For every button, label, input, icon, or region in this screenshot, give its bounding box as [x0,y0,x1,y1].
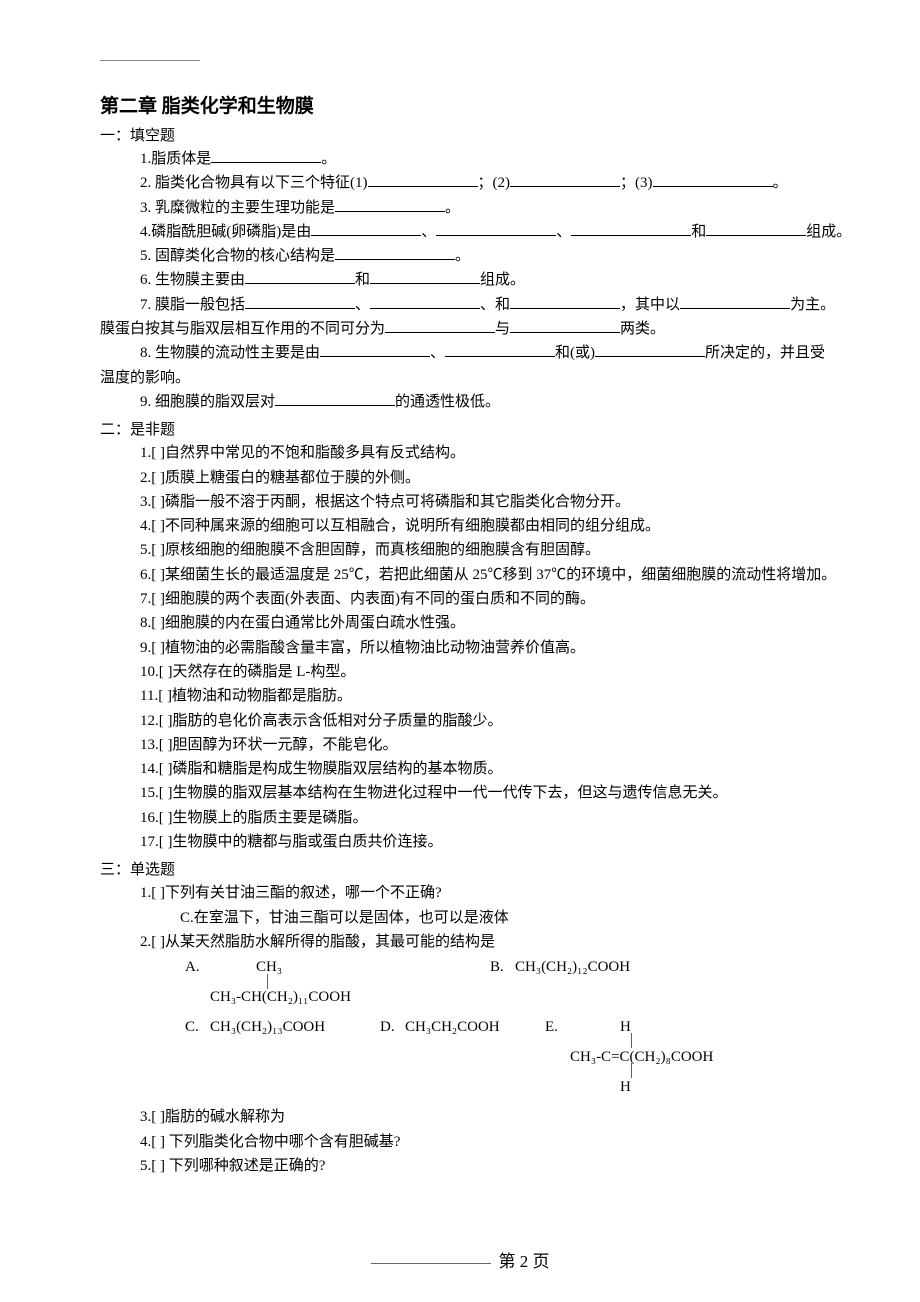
s2-q1: 1.[ ]自然界中常见的不饱和脂酸多具有反式结构。 [140,441,865,465]
s3-q5: 5.[ ] 下列哪种叙述是正确的? [140,1154,865,1178]
section3-label: 三：单选题 [100,858,865,879]
s2-q14: 14.[ ]磷脂和糖脂是构成生物膜脂双层结构的基本物质。 [140,757,865,781]
section1-label: 一：填空题 [100,124,865,145]
q7b: 膜蛋白按其与脂双层相互作用的不同可分为与两类。 [100,317,865,341]
s2-q3: 3.[ ]磷脂一般不溶于丙酮，根据这个特点可将磷脂和其它脂类化合物分开。 [140,490,865,514]
page-footer: 第 2 页 [0,1247,920,1272]
q2: 2. 脂类化合物具有以下三个特征(1)；(2)；(3)。 [140,171,865,195]
s3-q1c: C.在室温下，甘油三酯可以是固体，也可以是液体 [180,906,865,930]
q8-line2: 温度的影响。 [100,366,865,390]
q3: 3. 乳糜微粒的主要生理功能是。 [140,196,865,220]
s2-q4: 4.[ ]不同种属来源的细胞可以互相融合，说明所有细胞膜都由相同的组分组成。 [140,514,865,538]
s2-q8: 8.[ ]细胞膜的内在蛋白通常比外周蛋白疏水性强。 [140,611,865,635]
q8: 8. 生物膜的流动性主要是由、和(或)所决定的，并且受 [140,341,865,365]
s2-q17: 17.[ ]生物膜中的糖都与脂或蛋白质共价连接。 [140,830,865,854]
s2-q9: 9.[ ]植物油的必需脂酸含量丰富，所以植物油比动物油营养价值高。 [140,636,865,660]
s3-q4: 4.[ ] 下列脂类化合物中哪个含有胆碱基? [140,1130,865,1154]
s2-q7: 7.[ ]细胞膜的两个表面(外表面、内表面)有不同的蛋白质和不同的酶。 [140,587,865,611]
q1: 1.脂质体是。 [140,147,865,171]
s3-q3: 3.[ ]脂肪的碱水解称为 [140,1105,865,1129]
s2-q15: 15.[ ]生物膜的脂双层基本结构在生物进化过程中一代一代传下去，但这与遗传信息… [140,781,865,805]
section2-label: 二：是非题 [100,418,865,439]
q6: 6. 生物膜主要由和组成。 [140,268,865,292]
s2-q6: 6.[ ]某细菌生长的最适温度是 25℃，若把此细菌从 25℃移到 37℃的环境… [140,563,865,587]
q7: 7. 膜脂一般包括、、和，其中以为主。 [140,293,865,317]
formula-row-1: A. CH₃ ｜ CH₃-CH(CH₂)₁₁COOH B. CH₃(CH₂)₁₂… [185,958,865,1008]
q5: 5. 固醇类化合物的核心结构是。 [140,244,865,268]
s3-q1: 1.[ ]下列有关甘油三酯的叙述，哪一个不正确? [140,881,865,905]
s3-q2: 2.[ ]从某天然脂肪水解所得的脂酸，其最可能的结构是 [140,930,865,954]
q9: 9. 细胞膜的脂双层对的通透性极低。 [140,390,865,414]
chapter-title: 第二章 脂类化学和生物膜 [100,91,865,118]
header-rule [100,60,200,61]
formula-row-2: C. CH₃(CH₂)₁₃COOH D. CH₃CH₂COOH E. H ｜ C… [185,1018,865,1098]
s2-q16: 16.[ ]生物膜上的脂质主要是磷脂。 [140,806,865,830]
page-number: 第 2 页 [499,1252,550,1271]
s2-q12: 12.[ ]脂肪的皂化价高表示含低相对分子质量的脂酸少。 [140,709,865,733]
s2-q13: 13.[ ]胆固醇为环状一元醇，不能皂化。 [140,733,865,757]
s2-q2: 2.[ ]质膜上糖蛋白的糖基都位于膜的外侧。 [140,466,865,490]
s2-q5: 5.[ ]原核细胞的细胞膜不含胆固醇，而真核细胞的细胞膜含有胆固醇。 [140,538,865,562]
s2-q10: 10.[ ]天然存在的磷脂是 L-构型。 [140,660,865,684]
q4: 4.磷脂酰胆碱(卵磷脂)是由、、和组成。 [140,220,865,244]
s2-q11: 11.[ ]植物油和动物脂都是脂肪。 [140,684,865,708]
